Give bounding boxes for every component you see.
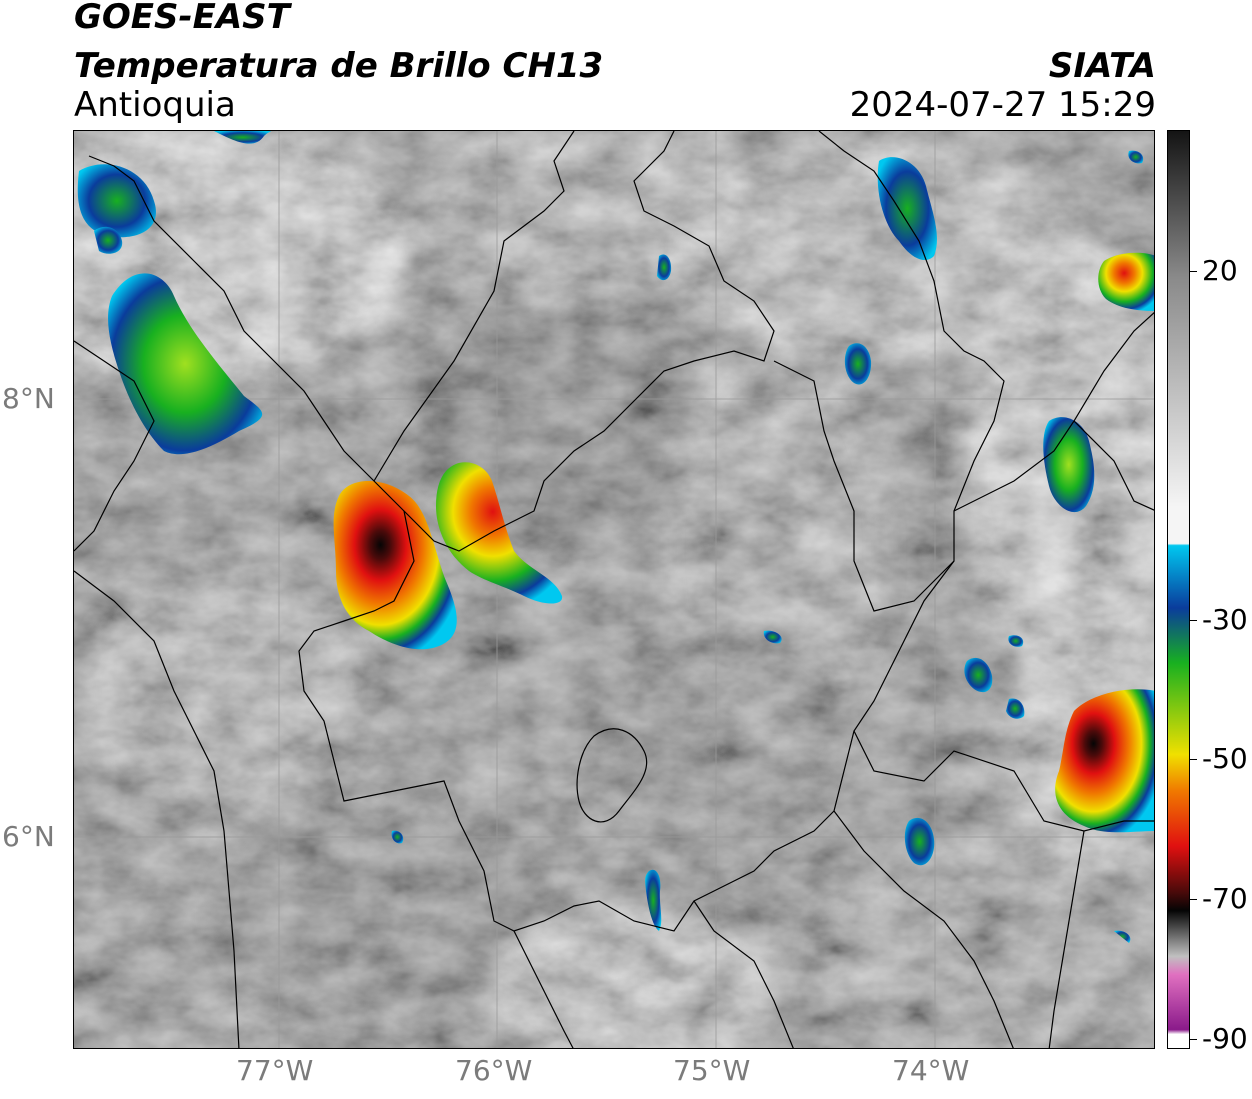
colorbar-tick (1190, 899, 1197, 900)
colorbar-label-minus30: -30 (1202, 603, 1248, 636)
organization-label: SIATA (1048, 46, 1156, 86)
colorbar-tick (1190, 271, 1197, 272)
lon-label-74w: 74°W (892, 1054, 970, 1087)
convective-cell-urabá (333, 481, 457, 650)
cloud-texture (74, 131, 1154, 1048)
region-label: Antioquia (74, 85, 236, 125)
convective-cell-east (1043, 417, 1095, 513)
map-panel[interactable] (73, 130, 1155, 1049)
colorbar-tick (1190, 620, 1197, 621)
convective-cell-north (436, 462, 563, 604)
border-south-east (833, 810, 1014, 1048)
coastline-pacific (74, 570, 240, 1048)
border-south-central (693, 900, 794, 1048)
colorbar-label-20: 20 (1202, 254, 1238, 287)
border-east-south (1048, 830, 1085, 1048)
panama-border (74, 340, 155, 552)
convective-cell-north-central (877, 157, 937, 261)
convective-cell-northwest (108, 273, 263, 455)
department-border-inner (773, 360, 955, 612)
satellite-title: GOES-EAST (74, 0, 290, 37)
datetime-label: 2024-07-27 15:29 (849, 85, 1156, 125)
temperature-colorbar (1167, 130, 1190, 1049)
department-border-southeast (853, 730, 1154, 832)
satellite-image (74, 131, 1154, 1048)
border-venezuela (1073, 420, 1154, 511)
lat-label-8n: 8°N (2, 382, 55, 415)
lon-label-76w: 76°W (455, 1054, 533, 1087)
convective-cell-southeast (1055, 689, 1154, 833)
antioquia-border-north (88, 131, 775, 552)
colorbar-label-minus90: -90 (1202, 1022, 1248, 1055)
colorbar-tick (1190, 1039, 1197, 1040)
product-title: Temperatura de Brillo CH13 (74, 46, 604, 86)
political-borders (74, 131, 1154, 1048)
colorbar-label-minus70: -70 (1202, 882, 1248, 915)
border-south-west (513, 930, 574, 1048)
colorbar-tick (1190, 759, 1197, 760)
lat-label-6n: 6°N (2, 820, 55, 853)
municipality-border (576, 728, 648, 823)
coastline-uraba (373, 131, 575, 482)
convective-cell-northeast (1098, 252, 1154, 311)
colorbar-label-minus50: -50 (1202, 742, 1248, 775)
lon-label-77w: 77°W (236, 1054, 314, 1087)
lon-label-75w: 75°W (673, 1054, 751, 1087)
convective-cell-far-northwest (77, 164, 156, 238)
storm-cells (77, 131, 1154, 943)
gridlines (74, 131, 1154, 1048)
